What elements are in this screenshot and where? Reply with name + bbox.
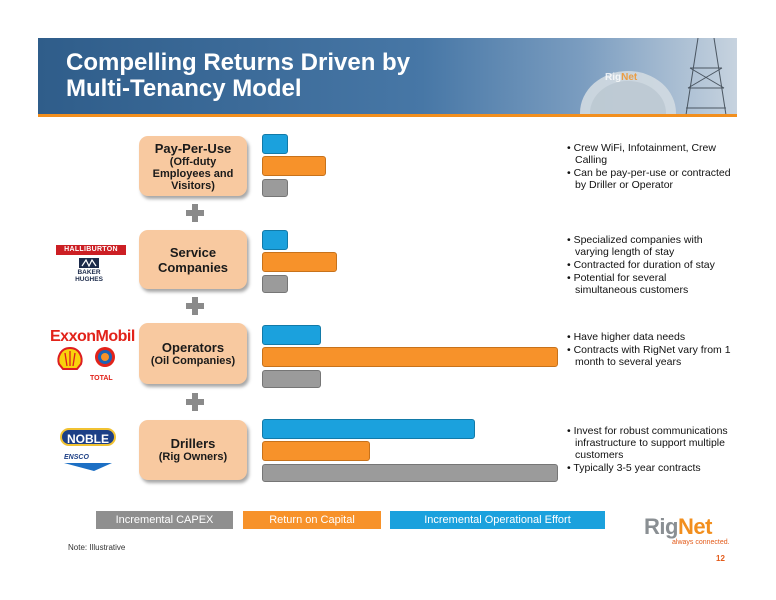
bullet-list-operators: Have higher data needs Contracts with Ri… <box>567 331 737 369</box>
bar-operational-effort <box>262 230 288 250</box>
bar-return-on-capital <box>262 347 558 367</box>
rig-dish-graphic <box>580 38 727 115</box>
halliburton-logo: HALLIBURTON <box>56 245 126 255</box>
total-emblem-icon <box>95 347 115 367</box>
category-box-drillers: Drillers (Rig Owners) <box>139 420 247 480</box>
category-title: Operators <box>161 339 225 355</box>
ensco-swoosh-icon <box>64 463 112 471</box>
title-line-2: Multi-Tenancy Model <box>66 75 302 102</box>
bullet-list-pay-per-use: Crew WiFi, Infotainment, Crew Calling Ca… <box>567 142 737 192</box>
legend-return-on-capital: Return on Capital <box>243 511 381 529</box>
bar-return-on-capital <box>262 156 326 176</box>
brand-name-part1: Rig <box>644 514 678 539</box>
footnote: Note: Illustrative <box>68 543 126 552</box>
plus-icon <box>186 204 204 222</box>
ensco-text: ENSCO <box>64 454 89 461</box>
bar-operational-effort <box>262 325 321 345</box>
ensco-logo: ENSCO <box>64 454 114 475</box>
category-subtitle-line: (Oil Companies) <box>150 354 236 367</box>
category-subtitle-line: Employees and <box>152 167 234 180</box>
baker-text: BAKER <box>77 269 101 276</box>
slide-title: Compelling Returns Driven by Multi-Tenan… <box>66 50 410 102</box>
brand-tagline: always connected. <box>672 539 730 546</box>
bar-operational-effort <box>262 134 288 154</box>
plus-icon <box>186 297 204 315</box>
category-box-service-companies: Service Companies <box>139 230 247 289</box>
bar-return-on-capital <box>262 441 370 461</box>
bar-capex <box>262 370 321 388</box>
header-logo-part1: Rig <box>605 72 622 83</box>
baker-hughes-logo: BAKER HUGHES <box>70 258 108 283</box>
category-subtitle-line: (Off-duty <box>169 155 217 168</box>
bullet-item: Potential for several simultaneous custo… <box>567 272 727 296</box>
header-banner <box>38 38 737 115</box>
header-logo-part2: Net <box>621 72 638 83</box>
hughes-text: HUGHES <box>75 276 103 283</box>
category-subtitle-line: Visitors) <box>171 179 215 192</box>
bar-capex <box>262 179 288 197</box>
title-line-1: Compelling Returns Driven by <box>66 49 411 76</box>
bullet-item: Typically 3-5 year contracts <box>567 462 732 474</box>
bar-capex <box>262 275 288 293</box>
rignet-logo: RigNet <box>644 514 712 540</box>
shell-logo <box>57 346 83 370</box>
brand-name-part2: Net <box>677 514 712 539</box>
plus-icon <box>186 393 204 411</box>
bar-return-on-capital <box>262 252 337 272</box>
bullet-item: Invest for robust communications infrast… <box>567 425 732 461</box>
header-stripe <box>38 114 737 117</box>
category-title: Service Companies <box>157 244 229 275</box>
category-subtitle-line: (Rig Owners) <box>158 451 228 463</box>
page-number: 12 <box>716 554 725 563</box>
bullet-item: Contracts with RigNet vary from 1 month … <box>567 344 737 368</box>
bar-operational-effort <box>262 419 475 439</box>
baker-hughes-emblem-icon <box>79 258 99 268</box>
total-logo-text: TOTAL <box>90 375 113 382</box>
category-title: Drillers <box>170 436 216 451</box>
header-rignet-logo: RigNet <box>605 72 637 83</box>
category-box-pay-per-use: Pay-Per-Use (Off-duty Employees and Visi… <box>139 136 247 196</box>
bullet-item: Have higher data needs <box>567 331 737 343</box>
bullet-item: Crew WiFi, Infotainment, Crew Calling <box>567 142 737 166</box>
bullet-item: Contracted for duration of stay <box>567 259 727 271</box>
bullet-list-drillers: Invest for robust communications infrast… <box>567 425 732 475</box>
category-title: Pay-Per-Use <box>154 140 232 156</box>
bullet-item: Specialized companies with varying lengt… <box>567 234 727 258</box>
category-box-operators: Operators (Oil Companies) <box>139 323 247 384</box>
bar-capex <box>262 464 558 482</box>
noble-logo: NOBLE <box>60 428 116 446</box>
exxonmobil-logo: ExxonMobil <box>50 328 135 345</box>
legend-capex: Incremental CAPEX <box>96 511 233 529</box>
legend-operational-effort: Incremental Operational Effort <box>390 511 605 529</box>
bullet-item: Can be pay-per-use or contracted by Dril… <box>567 167 737 191</box>
bullet-list-service-companies: Specialized companies with varying lengt… <box>567 234 727 297</box>
